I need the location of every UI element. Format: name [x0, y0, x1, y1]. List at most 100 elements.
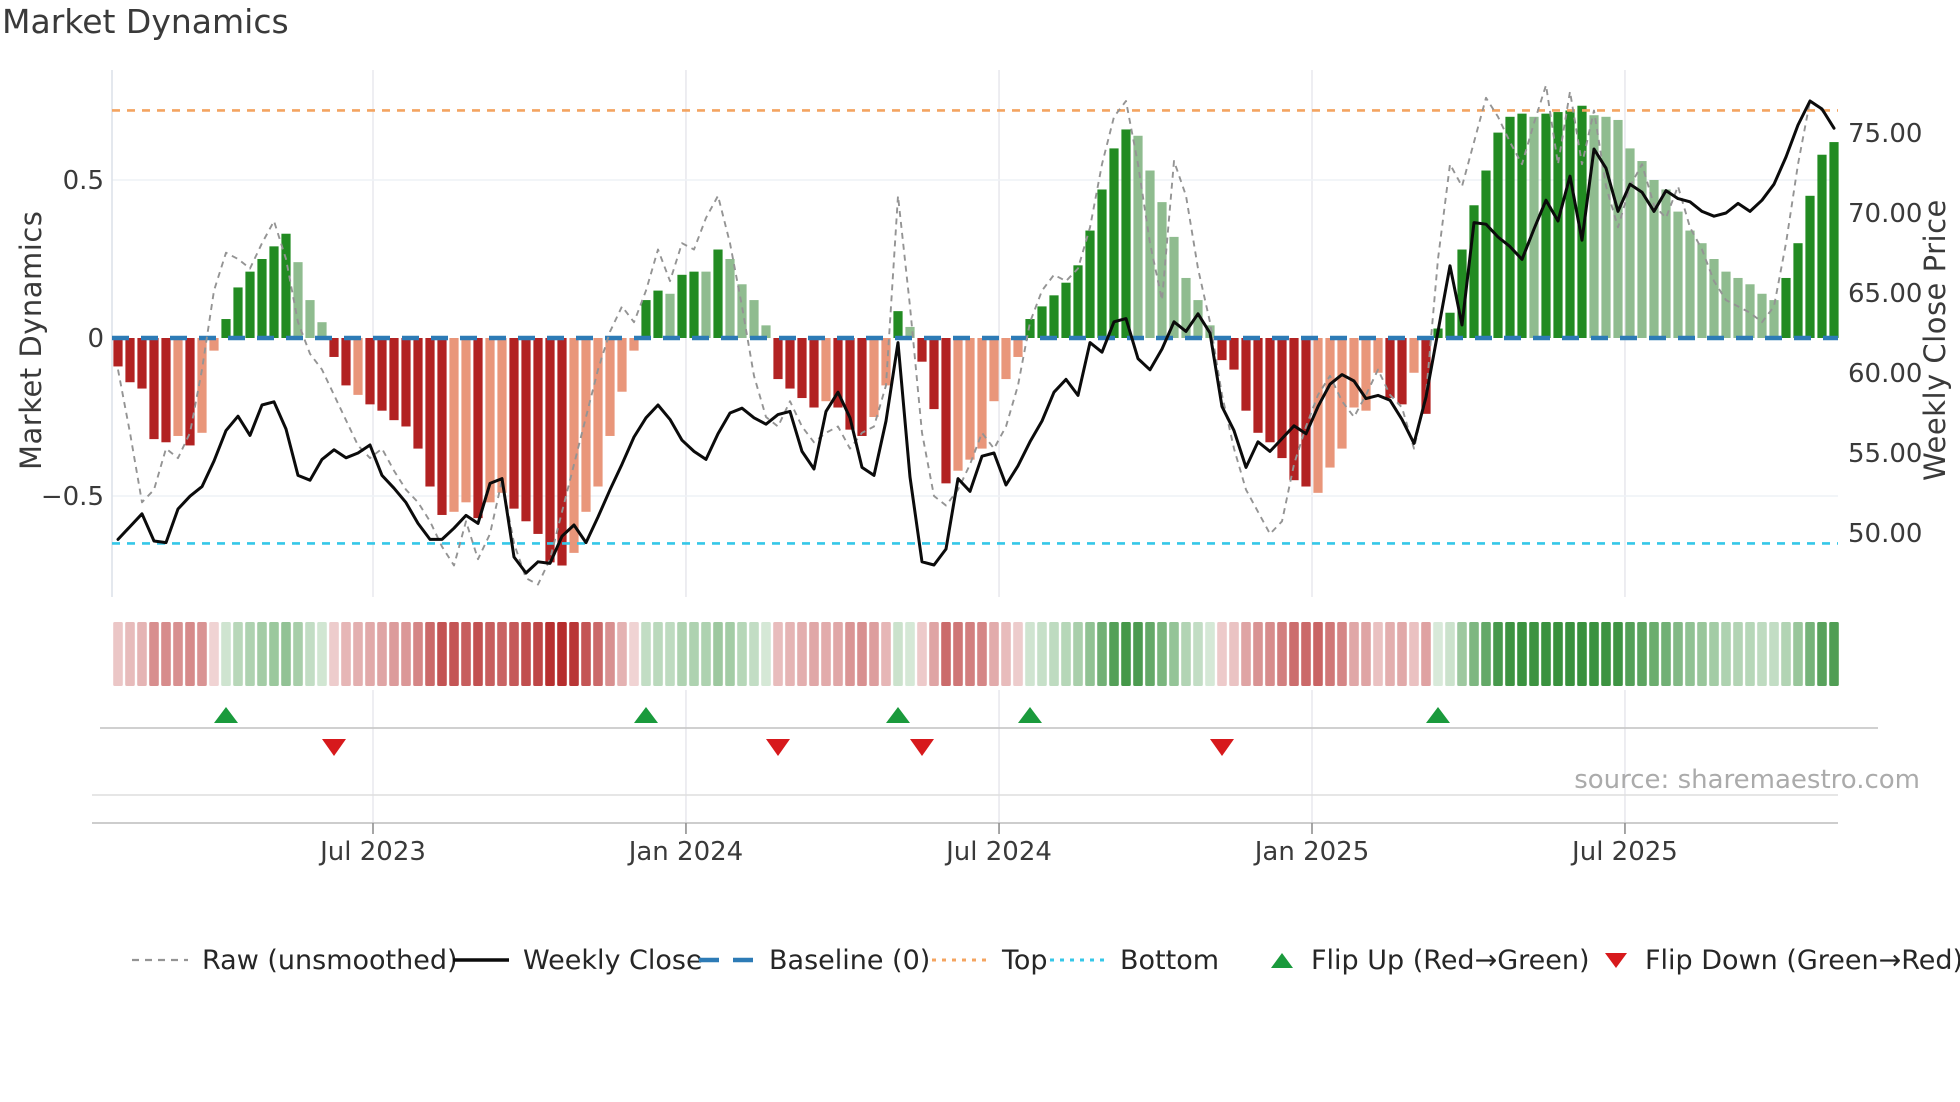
- heatmap-cell: [509, 622, 519, 686]
- flip-up-marker: [886, 707, 910, 723]
- heatmap-cell: [149, 622, 159, 686]
- heatmap-cell: [1625, 622, 1635, 686]
- heatmap-cell: [665, 622, 675, 686]
- bar: [1289, 338, 1299, 481]
- heatmap-cell: [1037, 622, 1047, 686]
- legend-item-label: Flip Up (Red→Green): [1311, 944, 1590, 976]
- bar: [125, 338, 135, 383]
- heatmap-cell: [197, 622, 207, 686]
- heatmap-cell: [1265, 622, 1275, 686]
- heatmap-cell: [725, 622, 735, 686]
- flip-up-marker: [1018, 707, 1042, 723]
- heatmap-cell: [1169, 622, 1179, 686]
- heatmap-cell: [845, 622, 855, 686]
- heatmap-cell: [257, 622, 267, 686]
- heatmap-cell: [161, 622, 171, 686]
- raw-line: [117, 84, 1835, 586]
- heatmap-cell: [1217, 622, 1227, 686]
- heatmap-cell: [125, 622, 135, 686]
- bar: [1193, 300, 1203, 338]
- flip-down-marker: [766, 739, 790, 756]
- heatmap-cell: [473, 622, 483, 686]
- bar: [257, 259, 267, 338]
- x-tick-label: Jul 2025: [1570, 837, 1678, 867]
- bar: [1781, 277, 1791, 338]
- bar: [1013, 338, 1023, 357]
- legend-item-dash-gray: Raw (unsmoothed): [130, 938, 458, 982]
- dynamics-bars: [113, 105, 1839, 566]
- bar: [185, 338, 195, 446]
- right-tick-label: 60.00: [1848, 359, 1922, 389]
- bar: [521, 338, 531, 522]
- heatmap-cell: [317, 622, 327, 686]
- heatmap-cell: [545, 622, 555, 686]
- heatmap-cell: [713, 622, 723, 686]
- dash-gray-icon: [130, 948, 188, 972]
- bar: [1085, 230, 1095, 338]
- heatmap-cell: [605, 622, 615, 686]
- bar: [1445, 312, 1455, 338]
- heatmap-cell: [1745, 622, 1755, 686]
- bar: [233, 287, 243, 338]
- heatmap-cell: [1493, 622, 1503, 686]
- bar: [1301, 338, 1311, 487]
- bar: [641, 300, 651, 338]
- heatmap-cell: [1553, 622, 1563, 686]
- source-credit: source: sharemaestro.com: [1574, 765, 1920, 795]
- heatmap-cell: [221, 622, 231, 686]
- bar: [1073, 265, 1083, 338]
- bar: [977, 338, 987, 449]
- bar: [665, 293, 675, 338]
- heatmap-cell: [689, 622, 699, 686]
- bar: [1685, 230, 1695, 338]
- heatmap-cell: [1589, 622, 1599, 686]
- heatmap-cell: [173, 622, 183, 686]
- heatmap-cell: [1409, 622, 1419, 686]
- left-tick-label: 0.5: [63, 166, 104, 196]
- heatmap-cell: [401, 622, 411, 686]
- heatmap-cell: [497, 622, 507, 686]
- heatmap-cell: [1133, 622, 1143, 686]
- dot-cyan-icon: [1048, 948, 1106, 972]
- bar: [941, 338, 951, 484]
- heatmap-cell: [1805, 622, 1815, 686]
- heatmap-cell: [449, 622, 459, 686]
- dash-blue-icon: [697, 948, 755, 972]
- heatmap-cell: [485, 622, 495, 686]
- bar: [1385, 338, 1395, 399]
- flip-down-marker: [910, 739, 934, 756]
- bar: [557, 338, 567, 566]
- heatmap-cell: [1505, 622, 1515, 686]
- heatmap-cell: [269, 622, 279, 686]
- bar: [245, 271, 255, 338]
- bar: [449, 338, 459, 512]
- bar: [377, 338, 387, 411]
- bar: [1169, 236, 1179, 338]
- legend-item-label: Bottom: [1120, 944, 1220, 976]
- heatmap-cell: [1241, 622, 1251, 686]
- heatmap-cell: [1025, 622, 1035, 686]
- heatmap-cell: [377, 622, 387, 686]
- solid-black-icon: [451, 948, 509, 972]
- bar: [617, 338, 627, 392]
- legend-item-label: Flip Down (Green→Red): [1645, 944, 1960, 976]
- heatmap-cell: [389, 622, 399, 686]
- heatmap-cell: [905, 622, 915, 686]
- weekly-close-line: [116, 99, 1836, 575]
- heatmap-cell: [1565, 622, 1575, 686]
- bar: [1661, 189, 1671, 338]
- heatmap-cell: [1709, 622, 1719, 686]
- heatmap-cell: [1673, 622, 1683, 686]
- bar: [881, 338, 891, 386]
- bar: [629, 338, 639, 351]
- bar: [833, 338, 843, 408]
- bar: [329, 338, 339, 357]
- heatmap-cell: [1637, 622, 1647, 686]
- bar: [1817, 154, 1827, 338]
- heatmap-cell: [1145, 622, 1155, 686]
- bar: [1481, 170, 1491, 338]
- heatmap-cell: [1277, 622, 1287, 686]
- bar: [989, 338, 999, 402]
- heatmap-cell: [437, 622, 447, 686]
